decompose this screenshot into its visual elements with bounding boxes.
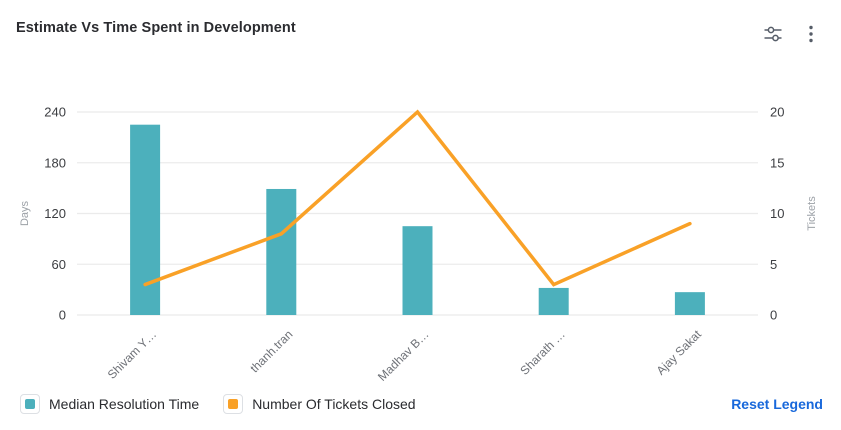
bar-Sharath …[interactable] xyxy=(538,287,569,315)
bar-Madhav B…[interactable] xyxy=(402,226,433,315)
right-axis-name: Tickets xyxy=(806,196,818,231)
left-axis-tick-label: 120 xyxy=(44,206,66,221)
kebab-menu-icon xyxy=(801,24,821,44)
left-axis-tick-label: 0 xyxy=(59,308,66,323)
legend-swatch xyxy=(228,399,239,409)
chart-legend: Median Resolution Time Number Of Tickets… xyxy=(20,394,416,414)
x-axis-label: Sharath … xyxy=(517,327,567,377)
chart-canvas[interactable]: 0 60 120 180 240 0 5 10 15 20 Days Tickets Shivam Y…… xyxy=(0,60,841,390)
right-axis-tick-label: 0 xyxy=(770,308,777,323)
right-axis-tick-label: 15 xyxy=(770,155,784,170)
chart-area: 0 60 120 180 240 0 5 10 15 20 Days Tickets Shivam Y…… xyxy=(0,60,841,390)
left-axis-tick-label: 180 xyxy=(44,155,66,170)
filter-sliders-button[interactable] xyxy=(761,22,785,46)
bar-Shivam Y…[interactable] xyxy=(130,124,161,315)
page-title: Estimate Vs Time Spent in Development xyxy=(16,20,296,36)
sliders-icon xyxy=(763,24,783,44)
reset-legend-link[interactable]: Reset Legend xyxy=(731,396,823,412)
legend-item-number-of-tickets-closed[interactable]: Number Of Tickets Closed xyxy=(223,394,416,414)
x-axis-label: thanh.tran xyxy=(247,327,295,375)
x-axis-label: Madhav B… xyxy=(375,327,432,384)
legend-swatch-box xyxy=(223,394,244,414)
left-axis-name: Days xyxy=(19,200,31,226)
more-options-button[interactable] xyxy=(799,22,823,46)
right-axis-tick-label: 10 xyxy=(770,206,784,221)
right-axis-tick-label: 20 xyxy=(770,105,784,120)
right-axis-tick-label: 5 xyxy=(770,257,777,272)
x-axis-label: Ajay Sakat xyxy=(654,327,705,378)
card-footer: Median Resolution Time Number Of Tickets… xyxy=(0,386,841,430)
legend-item-label: Number Of Tickets Closed xyxy=(252,396,416,412)
legend-swatch-box xyxy=(20,394,40,414)
bar-thanh.tran[interactable] xyxy=(266,188,297,315)
left-axis-tick-label: 60 xyxy=(52,257,66,272)
card-header: Estimate Vs Time Spent in Development xyxy=(0,0,841,60)
left-axis-tick-label: 240 xyxy=(44,105,66,120)
x-axis-label: Shivam Y… xyxy=(105,327,160,382)
line-series[interactable] xyxy=(143,109,692,287)
header-actions xyxy=(761,22,823,46)
legend-swatch xyxy=(25,399,35,409)
bar-Ajay Sakat[interactable] xyxy=(674,292,705,315)
legend-item-label: Median Resolution Time xyxy=(49,396,200,412)
legend-item-median-resolution-time[interactable]: Median Resolution Time xyxy=(20,394,199,414)
